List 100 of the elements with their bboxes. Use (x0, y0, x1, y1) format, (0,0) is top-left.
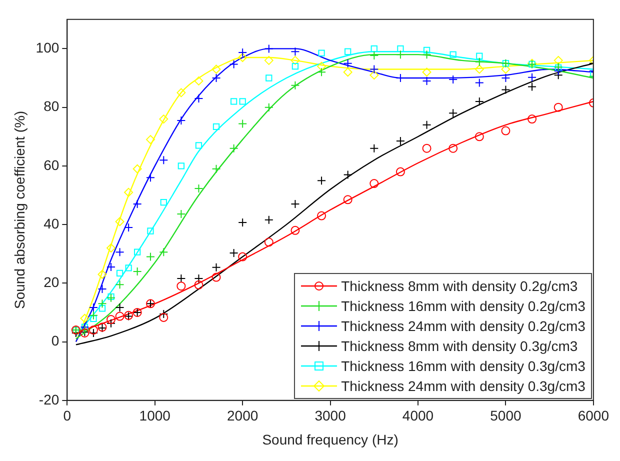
point (266, 74, 272, 82)
point (106, 262, 116, 272)
point (238, 252, 248, 262)
x-tick-label: 0 (63, 408, 72, 424)
point (290, 56, 300, 65)
point (134, 248, 141, 256)
point (396, 167, 405, 176)
point (98, 305, 106, 312)
point (124, 188, 134, 197)
point (370, 64, 379, 74)
point (88, 310, 98, 320)
legend-label: Thickness 16mm with density 0.2g/cm3 (341, 297, 586, 316)
point (343, 170, 352, 180)
y-tick-label: -20 (38, 391, 60, 408)
point (290, 47, 300, 56)
point (238, 53, 248, 62)
point (212, 262, 221, 272)
point (80, 314, 90, 323)
point (212, 272, 221, 282)
point (88, 302, 98, 312)
point (229, 60, 238, 69)
point (422, 144, 432, 153)
point (160, 198, 167, 206)
point (370, 179, 379, 188)
x-tick-label: 5000 (490, 408, 522, 424)
x-tick-label: 6000 (578, 408, 610, 424)
point (292, 62, 299, 70)
y-axis-title: Sound absorbing coefficient (%) (11, 110, 28, 309)
point (176, 210, 186, 219)
point (528, 114, 537, 124)
point (476, 52, 483, 60)
point (317, 211, 326, 220)
point (238, 119, 248, 128)
x-axis-title: Sound frequency (Hz) (262, 431, 398, 448)
point (474, 96, 484, 106)
x-tick-label: 2000 (227, 408, 258, 424)
point (106, 318, 116, 328)
point (396, 136, 405, 146)
point (264, 102, 274, 112)
point (132, 200, 142, 209)
point (108, 293, 114, 300)
point (370, 144, 379, 153)
x-tick-label: 3000 (314, 408, 346, 424)
legend-label: Thickness 24mm with density 0.2g/cm3 (341, 317, 586, 336)
point (125, 264, 132, 272)
point (90, 315, 97, 322)
point (264, 56, 274, 65)
point (422, 120, 432, 130)
point (474, 64, 484, 74)
point (124, 222, 134, 232)
point (343, 58, 352, 68)
point (238, 48, 248, 58)
point (264, 215, 274, 224)
point (159, 248, 168, 257)
x-tick-label: 4000 (402, 408, 434, 424)
point (98, 284, 107, 294)
point (343, 68, 352, 77)
point (370, 50, 379, 60)
point (370, 45, 378, 52)
point (116, 270, 124, 277)
point (178, 162, 185, 170)
point (317, 68, 326, 77)
point (448, 74, 458, 84)
point (88, 328, 98, 338)
point (159, 309, 168, 318)
point (422, 76, 432, 86)
point (528, 72, 537, 82)
point (132, 164, 142, 174)
point (264, 44, 274, 54)
point (212, 64, 221, 74)
point (423, 46, 430, 54)
point (194, 274, 204, 283)
point (448, 108, 458, 118)
point (450, 51, 456, 58)
y-tick-label: 100 (36, 40, 60, 56)
point (212, 74, 221, 83)
legend-label: Thickness 8mm with density 0.3g/cm3 (341, 337, 578, 356)
point (344, 48, 352, 55)
point (264, 238, 274, 247)
point (115, 217, 124, 226)
point (474, 78, 484, 88)
point (422, 68, 432, 77)
point (317, 62, 326, 71)
point (159, 312, 168, 322)
point (98, 299, 107, 308)
point (229, 248, 238, 258)
point (554, 56, 563, 65)
point (212, 123, 220, 130)
point (176, 282, 186, 291)
x-tick-label: 1000 (139, 408, 171, 424)
point (501, 126, 510, 136)
legend-label: Thickness 8mm with density 0.2g/cm3 (341, 277, 578, 296)
point (474, 57, 484, 66)
point (194, 280, 204, 290)
point (106, 293, 116, 302)
point (230, 98, 238, 105)
point (146, 173, 155, 182)
point (528, 82, 537, 92)
point (290, 200, 300, 209)
point (229, 144, 238, 153)
